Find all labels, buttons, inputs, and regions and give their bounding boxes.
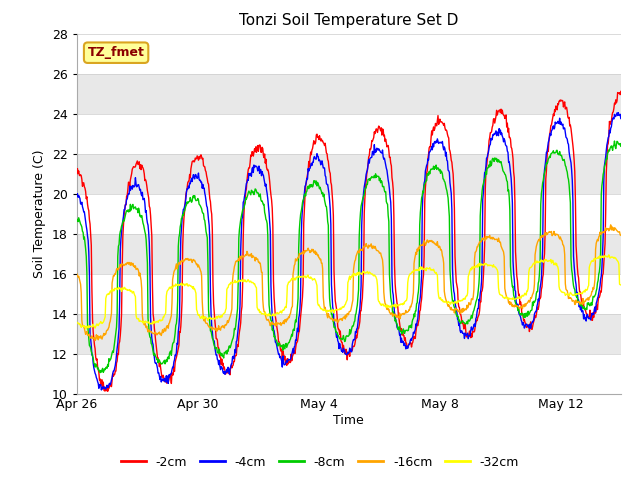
Line: -16cm: -16cm — [77, 225, 621, 340]
X-axis label: Time: Time — [333, 414, 364, 427]
-32cm — [605, 252, 612, 258]
-32cm — [83, 326, 90, 332]
-8cm — [382, 189, 390, 194]
-32cm — [271, 313, 279, 319]
-16cm — [607, 222, 614, 228]
-32cm — [73, 319, 81, 325]
-32cm — [301, 274, 308, 280]
-2cm — [104, 388, 111, 394]
-2cm — [617, 89, 625, 95]
Line: -2cm: -2cm — [77, 92, 621, 391]
-16cm — [93, 335, 101, 341]
-4cm — [301, 191, 308, 196]
-2cm — [73, 171, 81, 177]
-8cm — [617, 144, 625, 149]
-8cm — [301, 192, 308, 198]
-32cm — [93, 321, 101, 327]
-4cm — [614, 110, 622, 116]
-8cm — [271, 336, 279, 342]
Legend: -2cm, -4cm, -8cm, -16cm, -32cm: -2cm, -4cm, -8cm, -16cm, -32cm — [116, 451, 524, 474]
Line: -8cm: -8cm — [77, 141, 621, 372]
Bar — [77, 34, 621, 73]
-4cm — [93, 375, 100, 381]
-4cm — [73, 193, 81, 199]
Bar — [77, 114, 621, 154]
-2cm — [513, 273, 520, 279]
-8cm — [93, 363, 100, 369]
Bar — [77, 234, 621, 274]
Bar — [77, 154, 621, 193]
-16cm — [382, 301, 390, 307]
-2cm — [93, 357, 100, 363]
Y-axis label: Soil Temperature (C): Soil Temperature (C) — [33, 149, 46, 278]
-4cm — [97, 387, 105, 393]
-16cm — [301, 248, 308, 253]
-4cm — [202, 193, 209, 199]
-8cm — [611, 138, 618, 144]
-16cm — [513, 304, 520, 310]
-8cm — [96, 370, 104, 375]
Title: Tonzi Soil Temperature Set D: Tonzi Soil Temperature Set D — [239, 13, 458, 28]
-4cm — [513, 301, 520, 307]
Bar — [77, 193, 621, 234]
Line: -32cm: -32cm — [77, 255, 621, 329]
-2cm — [271, 313, 279, 319]
-4cm — [271, 339, 279, 345]
-32cm — [513, 296, 520, 301]
-16cm — [202, 319, 209, 325]
-4cm — [617, 116, 625, 121]
Bar — [77, 73, 621, 114]
-32cm — [202, 314, 209, 320]
-8cm — [202, 223, 209, 228]
-8cm — [73, 216, 81, 222]
Bar — [77, 274, 621, 313]
-16cm — [73, 271, 81, 276]
-16cm — [92, 337, 99, 343]
Text: TZ_fmet: TZ_fmet — [88, 46, 145, 59]
Line: -4cm: -4cm — [77, 113, 621, 390]
-8cm — [513, 304, 520, 310]
-32cm — [382, 303, 390, 309]
-2cm — [301, 206, 308, 212]
-2cm — [382, 136, 390, 142]
Bar — [77, 354, 621, 394]
-2cm — [202, 168, 209, 173]
-16cm — [617, 232, 625, 238]
-32cm — [617, 282, 625, 288]
-16cm — [271, 323, 279, 329]
-4cm — [382, 162, 390, 168]
Bar — [77, 313, 621, 354]
